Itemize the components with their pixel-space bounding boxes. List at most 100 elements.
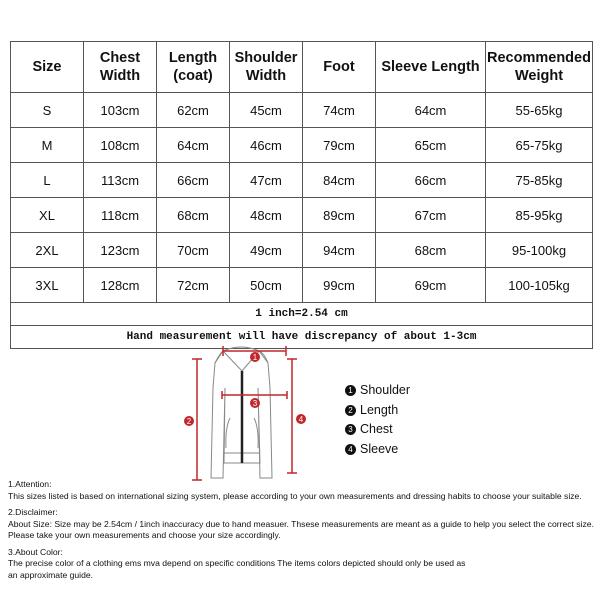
table-cell: M [10,127,84,163]
table-note: Hand measurement will have discrepancy o… [10,325,593,349]
table-row: M 108cm 64cm 46cm 79cm 65cm 65-75kg [10,127,593,163]
header-line: Weight [514,68,564,84]
note-title: 1.Attention: [8,479,52,489]
table-cell: 99cm [302,267,376,303]
table-cell: 108cm [83,127,157,163]
table-cell: 75-85kg [485,162,593,198]
legend-item: 4 Sleeve [345,440,410,460]
svg-text:3: 3 [253,399,258,408]
header-line: Length [168,50,218,66]
measurement-legend: 1 Shoulder 2 Length 3 Chest 4 Sleeve [345,381,410,459]
table-cell: 68cm [156,197,230,233]
header-line: Sleeve Length [381,59,480,75]
table-row: 3XL 128cm 72cm 50cm 99cm 69cm 100-105kg [10,267,593,303]
number-badge-icon: 4 [345,443,356,455]
table-cell: 85-95kg [485,197,593,233]
table-cell: 72cm [156,267,230,303]
measurement-markers: 1 2 3 4 [184,352,306,426]
table-cell: 2XL [10,232,84,268]
table-cell: 47cm [229,162,303,198]
header-line: (coat) [173,68,213,84]
table-cell: 62cm [156,92,230,128]
column-header: Recommended Weight [485,41,593,93]
table-cell: 45cm [229,92,303,128]
legend-item: 1 Shoulder [345,381,410,401]
table-cell: 68cm [375,232,486,268]
note-block: 3.About Color: The precise color of a clo… [8,547,600,582]
legend-label: Chest [360,422,393,436]
column-header: Chest Width [83,41,157,93]
header-line: Width [99,68,141,84]
table-cell: 65-75kg [485,127,593,163]
size-chart-table: Size Chest Width Length (coat) Shoulder Width F… [10,41,593,349]
table-cell: 48cm [229,197,303,233]
table-cell: 100-105kg [485,267,593,303]
table-cell: XL [10,197,84,233]
legend-label: Shoulder [360,383,411,397]
marker-4: 4 [296,414,306,424]
table-cell: L [10,162,84,198]
table-cell: 118cm [83,197,157,233]
table-cell: 74cm [302,92,376,128]
marker-2: 2 [184,416,194,426]
header-line: Size [32,59,62,75]
number-badge-icon: 1 [345,385,356,396]
note-block: 1.Attention: This sizes listed is based o… [8,479,600,502]
table-note: 1 inch=2.54 cm [10,302,593,326]
note-text: The precise color of a clothing ems mva … [8,558,466,568]
marker-3: 3 [250,398,260,408]
table-cell: 84cm [302,162,376,198]
legend-label: Length [360,402,399,417]
table-cell: 49cm [229,232,303,268]
svg-text:1: 1 [253,353,258,362]
svg-text:2: 2 [187,417,192,426]
table-cell: 66cm [156,162,230,198]
table-cell: 64cm [156,127,230,163]
notes-section: 1.Attention: This sizes listed is based o… [8,479,600,586]
table-cell: 95-100kg [485,232,593,268]
table-cell: 128cm [83,267,157,303]
table-cell: 65cm [375,127,486,163]
table-cell: 103cm [83,92,157,128]
note-title: 2.Disclaimer: [8,507,58,517]
header-line: Width [245,68,287,84]
header-line: Foot [323,59,355,75]
table-cell: 3XL [10,267,84,303]
header-line: Shoulder [234,50,298,66]
legend-item: 2 Length [345,401,410,421]
table-cell: 79cm [302,127,376,163]
column-header: Shoulder Width [229,41,303,93]
table-cell: 55-65kg [485,92,593,128]
marker-1: 1 [250,352,260,362]
svg-text:4: 4 [299,415,304,424]
note-text: This sizes listed is based on internatio… [8,490,582,501]
note-text: Please take your own measurements and ch… [8,530,281,540]
table-row: S 103cm 62cm 45cm 74cm 64cm 55-65kg [10,92,593,128]
table-cell: 64cm [375,92,486,128]
jacket-measurement-diagram: 1 2 3 4 [184,346,306,481]
table-cell: 70cm [156,232,230,268]
table-row: 2XL 123cm 70cm 49cm 94cm 68cm 95-100kg [10,232,593,268]
measurement-lines [192,346,297,481]
table-cell: 113cm [83,162,157,198]
column-header: Size [10,41,84,93]
note-title: 3.About Color: [8,546,63,557]
table-cell: 50cm [229,267,303,303]
table-cell: 46cm [229,127,303,163]
table-cell: 69cm [375,267,486,303]
column-header: Length (coat) [156,41,230,93]
table-row: L 113cm 66cm 47cm 84cm 66cm 75-85kg [10,162,593,198]
table-row: XL 118cm 68cm 48cm 89cm 67cm 85-95kg [10,197,593,233]
header-line: Chest [99,50,141,66]
note-block: 2.Disclaimer: About Size: Size may be 2.5… [8,507,600,542]
number-badge-icon: 2 [345,404,356,416]
table-cell: 123cm [83,232,157,268]
table-cell: 66cm [375,162,486,198]
header-row: Size Chest Width Length (coat) Shoulder Width F… [10,41,593,93]
header-line: Recommended [487,50,591,66]
table-cell: 94cm [302,232,376,268]
column-header: Foot [302,41,376,93]
legend-item: 3 Chest [345,420,410,440]
number-badge-icon: 3 [345,424,356,435]
note-text: About Size: Size may be 2.54cm / 1inch i… [8,518,594,529]
